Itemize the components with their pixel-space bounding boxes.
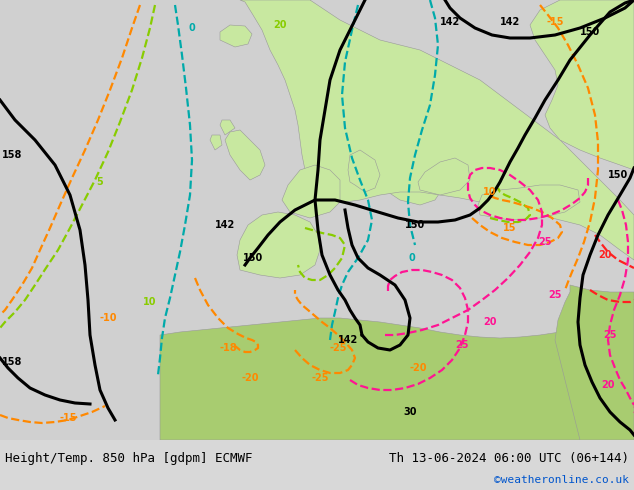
Text: 30: 30 — [403, 407, 417, 417]
Polygon shape — [478, 185, 580, 220]
Polygon shape — [282, 165, 340, 218]
Text: -10: -10 — [100, 313, 117, 323]
Polygon shape — [418, 158, 470, 195]
Text: -20: -20 — [410, 363, 427, 373]
Text: 142: 142 — [440, 17, 460, 27]
Text: 0: 0 — [409, 253, 415, 263]
Polygon shape — [160, 318, 634, 440]
Polygon shape — [160, 0, 310, 180]
Text: 150: 150 — [608, 170, 628, 180]
Text: -20: -20 — [242, 373, 259, 383]
Text: 158: 158 — [2, 150, 22, 160]
Text: 10: 10 — [483, 187, 497, 197]
Polygon shape — [220, 25, 252, 47]
Polygon shape — [308, 0, 445, 205]
Text: 20: 20 — [601, 380, 615, 390]
Polygon shape — [592, 215, 618, 260]
Text: 142: 142 — [500, 17, 520, 27]
Text: 20: 20 — [598, 250, 612, 260]
Polygon shape — [555, 285, 634, 440]
Polygon shape — [240, 0, 634, 260]
Text: 20: 20 — [483, 317, 497, 327]
Polygon shape — [0, 0, 160, 440]
Text: -15: -15 — [547, 17, 564, 27]
Text: Th 13-06-2024 06:00 UTC (06+144): Th 13-06-2024 06:00 UTC (06+144) — [389, 451, 629, 465]
Polygon shape — [230, 195, 500, 310]
Text: 20: 20 — [273, 20, 287, 30]
Text: -15: -15 — [59, 413, 77, 423]
Text: ©weatheronline.co.uk: ©weatheronline.co.uk — [494, 475, 629, 485]
Text: 10: 10 — [143, 297, 157, 307]
Text: -25: -25 — [329, 343, 347, 353]
Polygon shape — [530, 0, 634, 170]
Text: 150: 150 — [243, 253, 263, 263]
Text: 25: 25 — [538, 237, 552, 247]
Text: -25: -25 — [311, 373, 329, 383]
Polygon shape — [225, 130, 265, 180]
Text: 25: 25 — [603, 330, 617, 340]
Polygon shape — [348, 150, 380, 192]
Text: 20: 20 — [632, 406, 634, 415]
Text: 15: 15 — [503, 223, 517, 233]
Polygon shape — [220, 120, 235, 135]
Text: 5: 5 — [96, 177, 103, 187]
Text: 25: 25 — [455, 340, 469, 350]
Polygon shape — [237, 212, 320, 278]
Text: -18: -18 — [219, 343, 237, 353]
Text: 150: 150 — [405, 220, 425, 230]
Text: 0: 0 — [189, 23, 195, 33]
Text: 25: 25 — [548, 290, 562, 300]
Text: 158: 158 — [2, 357, 22, 367]
Text: 142: 142 — [215, 220, 235, 230]
Text: 142: 142 — [338, 335, 358, 345]
Text: Height/Temp. 850 hPa [gdpm] ECMWF: Height/Temp. 850 hPa [gdpm] ECMWF — [5, 451, 252, 465]
Polygon shape — [210, 135, 222, 150]
Text: 150: 150 — [580, 27, 600, 37]
Polygon shape — [480, 205, 570, 240]
